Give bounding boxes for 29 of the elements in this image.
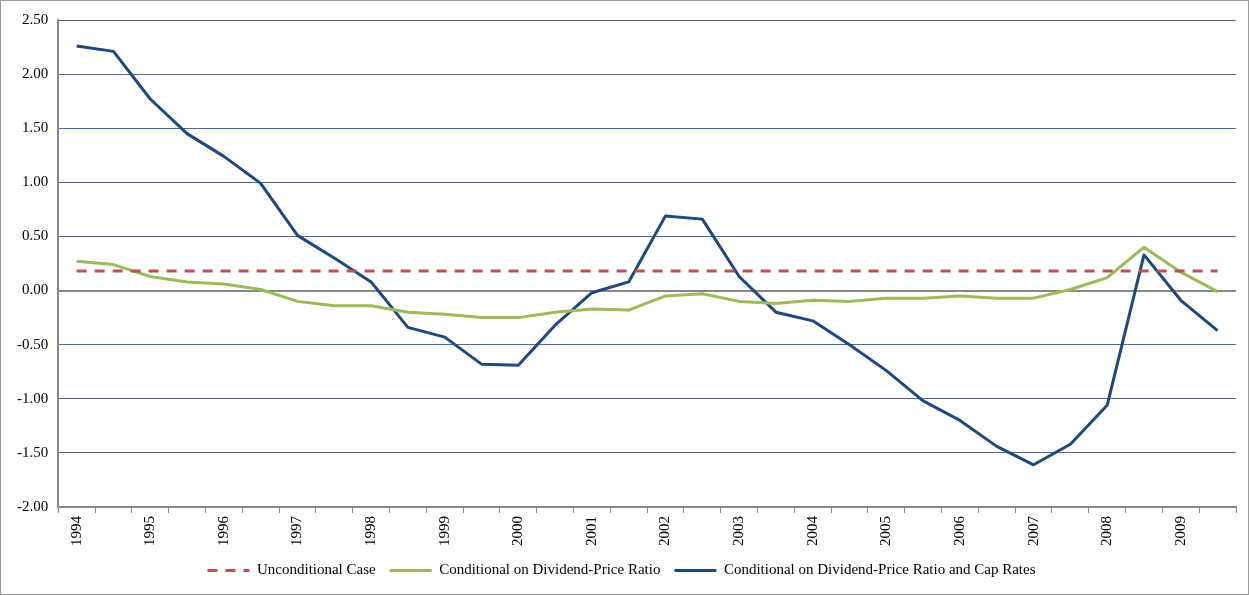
x-tick-label: 2001 [582, 516, 599, 546]
y-tick-label: -1.00 [17, 389, 49, 406]
y-tick-label: 2.00 [22, 65, 49, 82]
x-tick-label: 2003 [730, 516, 747, 546]
x-tick-label: 1995 [141, 516, 158, 546]
x-tick-label: 2002 [656, 516, 673, 546]
x-tick-label: 2007 [1024, 515, 1041, 546]
legend-label: Conditional on Dividend-Price Ratio and Cap Rates [723, 561, 1036, 578]
y-tick-label: 0.50 [22, 227, 49, 244]
x-tick-label: 2009 [1171, 516, 1188, 546]
x-tick-label: 1997 [288, 515, 305, 546]
y-tick-label: 1.50 [22, 119, 49, 136]
x-tick-label: 1998 [362, 516, 379, 546]
y-tick-label: -2.00 [17, 497, 49, 514]
x-tick-label: 1999 [435, 516, 452, 546]
legend-label: Conditional on Dividend-Price Ratio [439, 561, 661, 578]
y-tick-label: 2.50 [22, 10, 49, 27]
x-tick-label: 2006 [950, 515, 967, 546]
y-tick-label: -0.50 [17, 335, 49, 352]
x-tick-label: 1994 [67, 515, 84, 546]
x-tick-label: 2004 [803, 515, 820, 546]
x-tick-label: 2008 [1098, 516, 1115, 546]
y-tick-label: 1.00 [22, 173, 49, 190]
y-tick-label: -1.50 [17, 443, 49, 460]
y-tick-label: 0.00 [22, 281, 49, 298]
x-tick-label: 1996 [214, 515, 231, 546]
x-tick-label: 2005 [877, 516, 894, 546]
x-tick-label: 2000 [509, 516, 526, 546]
legend-label: Unconditional Case [256, 561, 377, 578]
